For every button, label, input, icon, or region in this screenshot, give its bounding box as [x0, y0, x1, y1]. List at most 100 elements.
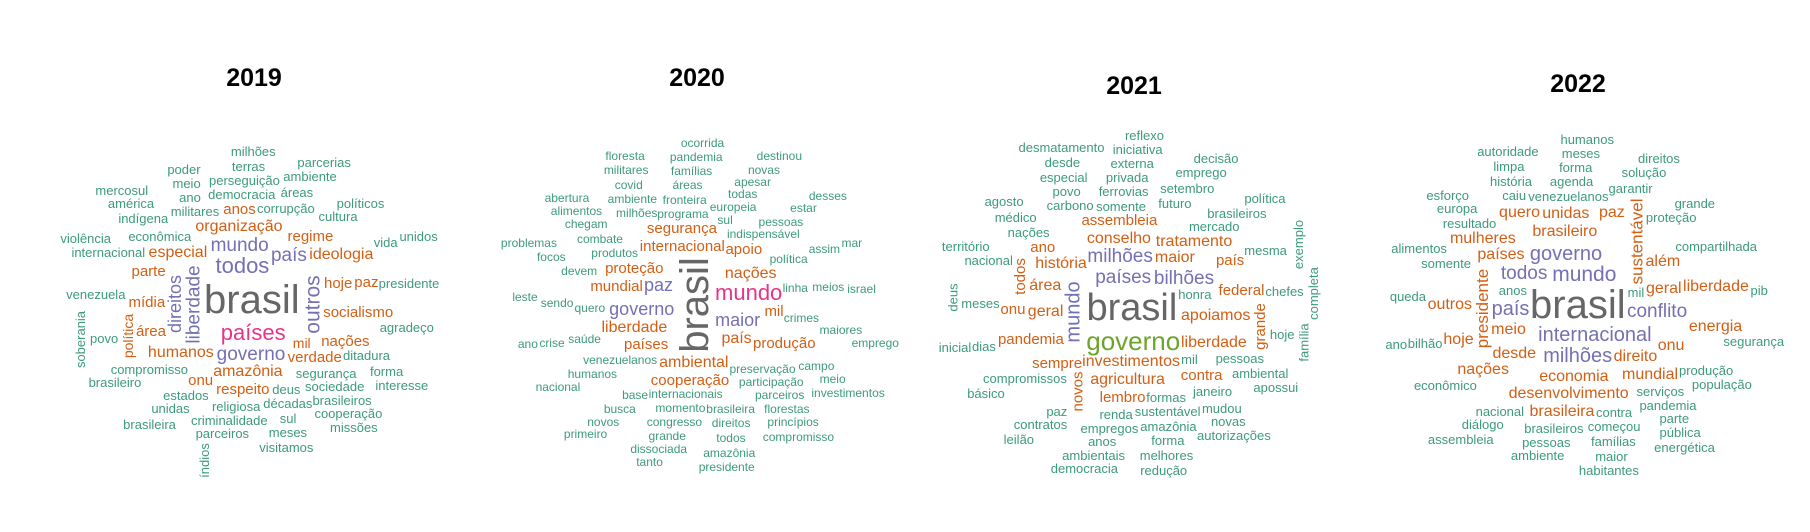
word-humanos: humanos — [1560, 131, 1614, 147]
word-internacional: internacional — [639, 237, 725, 255]
word-país: país — [1491, 298, 1530, 321]
word-parcerias: parcerias — [297, 154, 351, 170]
word-história: história — [1490, 173, 1532, 189]
word-setembro: setembro — [1160, 180, 1215, 196]
word-todos: todos — [1500, 262, 1548, 284]
word-especial: especial — [1039, 169, 1088, 185]
word-problemas: problemas — [500, 236, 557, 251]
word-interesse: interesse — [375, 377, 429, 393]
word-leste: leste — [512, 289, 538, 304]
word-ocorrida: ocorrida — [680, 135, 725, 150]
word-anos: anos — [1088, 434, 1117, 450]
word-humanos: humanos — [147, 344, 214, 362]
word-leilão: leilão — [1003, 432, 1035, 448]
word-milhões: milhões — [1087, 246, 1153, 268]
word-segurança: segurança — [295, 366, 357, 382]
word-brasileira: brasileira — [123, 416, 176, 432]
word-liberdade: liberdade — [601, 318, 668, 336]
word-terras: terras — [231, 158, 266, 174]
word-brasileira: brasileira — [1529, 402, 1595, 420]
word-paz: paz — [644, 275, 674, 296]
word-pib: pib — [1750, 283, 1768, 299]
word-crise: crise — [539, 335, 565, 350]
word-resultado: resultado — [1442, 216, 1497, 232]
word-garantir: garantir — [1608, 180, 1653, 196]
word-direitos: direitos — [711, 416, 751, 431]
word-ano: ano — [179, 190, 201, 206]
word-combate: combate — [576, 231, 623, 246]
word-diálogo: diálogo — [1461, 416, 1504, 432]
panel-title: 2019 — [226, 64, 282, 92]
word-linha: linha — [782, 280, 808, 295]
word-mar: mar — [841, 235, 863, 250]
word-américa: américa — [107, 195, 155, 211]
word-dias: dias — [972, 338, 996, 354]
word-índios: índios — [196, 442, 212, 478]
word-investimentos: investimentos — [811, 386, 885, 401]
word-quero: quero — [1499, 204, 1540, 222]
word-organização: organização — [195, 218, 283, 236]
word-desde: desde — [1492, 344, 1537, 362]
word-deus: deus — [272, 381, 301, 397]
word-todos: todos — [215, 253, 270, 279]
word-política: política — [769, 251, 808, 266]
word-mundo: mundo — [715, 279, 783, 305]
word-economia: economia — [1539, 367, 1609, 385]
word-mundial: mundial — [1622, 366, 1679, 384]
word-alimentos: alimentos — [550, 204, 603, 219]
word-cooperação: cooperação — [314, 406, 383, 422]
word-pessoas: pessoas — [758, 214, 804, 229]
word-parte: parte — [1659, 411, 1690, 427]
word-compromisso: compromisso — [762, 429, 835, 444]
word-pandemia: pandemia — [669, 149, 723, 164]
word-mulheres: mulheres — [1449, 229, 1516, 247]
word-programa: programa — [657, 207, 709, 222]
word-deus: deus — [945, 283, 961, 312]
word-paz: paz — [1598, 204, 1625, 222]
word-brasileira: brasileira — [706, 401, 755, 416]
word-liberdade: liberdade — [1181, 333, 1247, 351]
word-presidente: presidente — [1473, 268, 1493, 348]
word-solução: solução — [1621, 165, 1667, 181]
word-humanos: humanos — [567, 367, 618, 382]
word-meses: meses — [268, 425, 308, 441]
word-apoio: apoio — [725, 240, 763, 258]
word-sociedade: sociedade — [305, 379, 365, 395]
word-presidente: presidente — [698, 460, 755, 475]
word-parceiros: parceiros — [754, 388, 805, 402]
word-energética: energética — [1654, 439, 1715, 455]
word-contra: contra — [1595, 404, 1633, 420]
word-mundo: mundo — [1063, 281, 1086, 343]
word-ambiente: ambiente — [283, 169, 337, 185]
word-agricultura: agricultura — [1090, 370, 1165, 388]
word-proteção: proteção — [1645, 209, 1697, 225]
word-conflito: conflito — [1626, 301, 1688, 323]
word-busca: busca — [603, 401, 636, 416]
word-perseguição: perseguição — [209, 172, 280, 188]
panel-title: 2021 — [1106, 72, 1162, 100]
word-indígena: indígena — [118, 211, 169, 227]
word-milhões: milhões — [1543, 344, 1613, 367]
word-pandemia: pandemia — [997, 331, 1064, 349]
word-momento: momento — [655, 401, 706, 416]
word-países: países — [624, 336, 669, 354]
word-somente: somente — [1421, 255, 1472, 271]
word-primeiro: primeiro — [563, 427, 608, 442]
word-meio: meio — [819, 371, 846, 386]
word-especial: especial — [148, 244, 208, 262]
word-focos: focos — [536, 250, 566, 265]
word-desenvolvimento: desenvolvimento — [1508, 385, 1629, 403]
word-pessoas: pessoas — [1215, 351, 1264, 367]
word-externa: externa — [1110, 155, 1154, 171]
word-produção: produção — [1679, 363, 1734, 379]
word-áreas: áreas — [672, 178, 703, 193]
word-famílias: famílias — [1590, 434, 1636, 450]
word-poder: poder — [167, 161, 201, 177]
word-nações: nações — [321, 332, 370, 350]
word-estados: estados — [163, 387, 209, 403]
word-sul: sul — [717, 212, 733, 227]
word-mil: mil — [1181, 352, 1198, 368]
word-políticos: políticos — [336, 195, 385, 211]
word-países: países — [220, 319, 286, 345]
word-meses: meses — [961, 296, 1000, 312]
